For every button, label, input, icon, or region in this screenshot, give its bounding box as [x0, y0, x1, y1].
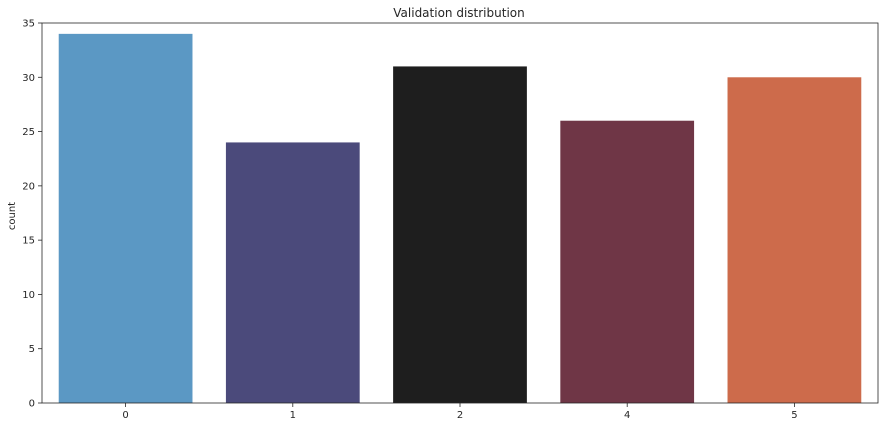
bar-0 — [58, 33, 193, 403]
x-tick-label-5: 5 — [791, 410, 797, 421]
x-tick-label-0: 0 — [122, 410, 128, 421]
y-tick-label-5: 5 — [29, 344, 35, 355]
y-tick-label-10: 10 — [22, 290, 35, 301]
y-tick-label-0: 0 — [29, 399, 35, 410]
chart-title: Validation distribution — [393, 6, 524, 20]
x-tick-label-1: 1 — [290, 410, 296, 421]
bar-2 — [393, 66, 527, 403]
y-tick-label-20: 20 — [22, 181, 35, 192]
y-tick-label-30: 30 — [22, 73, 35, 84]
y-tick-label-35: 35 — [22, 19, 35, 30]
bar-4 — [560, 120, 695, 403]
bar-5 — [727, 77, 862, 404]
x-tick-label-2: 2 — [457, 410, 463, 421]
plot-frame — [41, 22, 879, 404]
x-tick-label-4: 4 — [624, 410, 630, 421]
y-axis-label: count — [7, 202, 18, 230]
plot-area: 0 1 2 4 5 0 5 10 15 20 25 30 35 — [22, 19, 879, 421]
y-tick-label-15: 15 — [22, 236, 35, 247]
y-tick-label-25: 25 — [22, 127, 35, 138]
bar-1 — [225, 142, 360, 403]
